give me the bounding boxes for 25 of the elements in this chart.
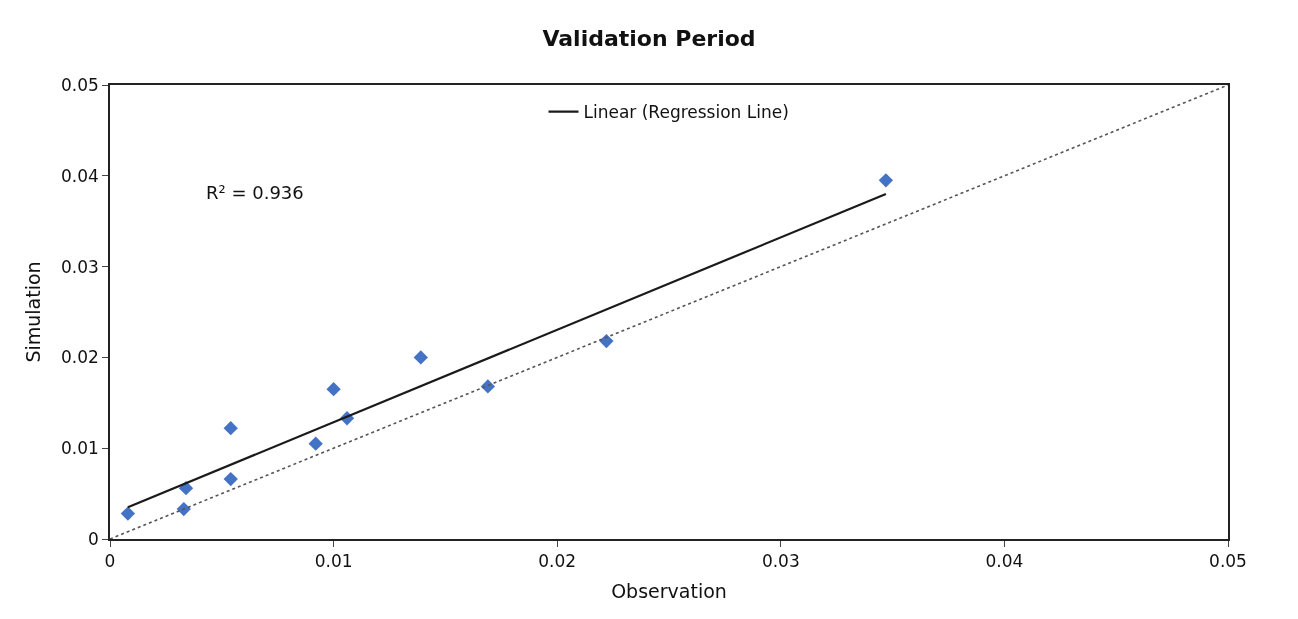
annotation: R² = 0.936 — [206, 182, 304, 203]
point — [308, 436, 323, 451]
y-tick-label: 0.04 — [60, 165, 99, 186]
point — [223, 471, 238, 487]
y-tick-label: 0.01 — [60, 438, 99, 459]
y-tick-label: 0.03 — [60, 256, 99, 277]
point — [326, 382, 341, 397]
point — [599, 333, 614, 349]
y-axis-title: Simulation — [22, 261, 45, 363]
x-tick-label: 0.05 — [1209, 551, 1247, 572]
legend-label: Linear (Regression Line) — [583, 102, 789, 123]
y-tick-label: 0.05 — [60, 74, 99, 95]
point — [223, 421, 238, 436]
y-tick-label: 0 — [88, 528, 99, 549]
x-tick-label: 0.04 — [985, 551, 1024, 572]
x-tick-label: 0.01 — [314, 551, 353, 572]
x-axis-title: Observation — [611, 580, 727, 603]
x-tick-label: 0.02 — [538, 551, 577, 572]
point — [413, 350, 428, 365]
point — [120, 506, 136, 521]
chart-title: Validation Period — [542, 26, 756, 52]
x-tick-label: 0.03 — [761, 551, 800, 572]
point — [878, 173, 894, 188]
y-tick-label: 0.02 — [60, 347, 99, 368]
x-tick-label: 0 — [104, 551, 116, 572]
